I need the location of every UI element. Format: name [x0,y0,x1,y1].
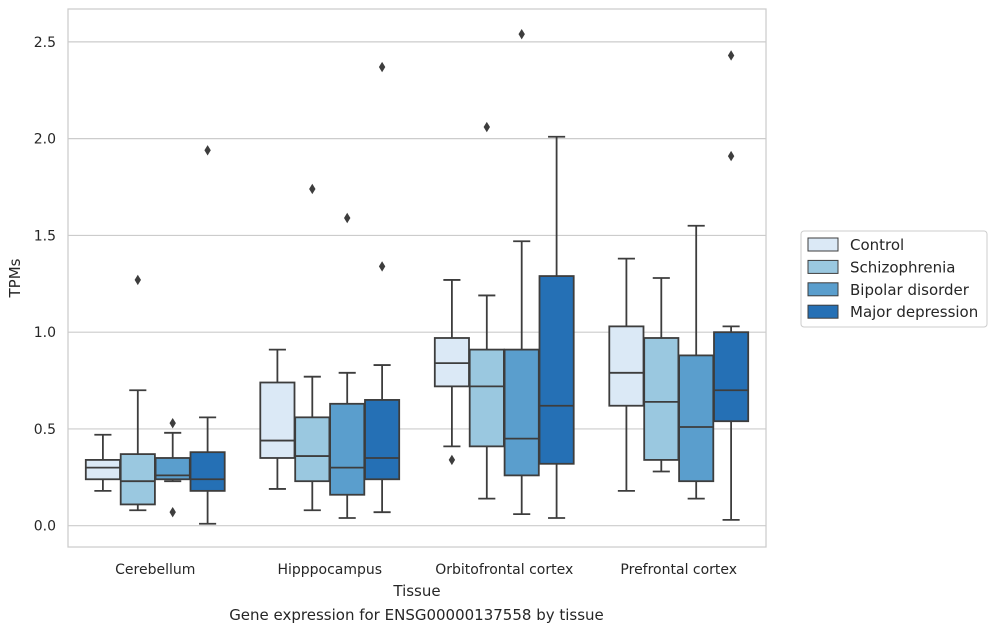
iqr-box [329,402,366,496]
iqr-box [294,416,331,483]
legend-label: Major depression [850,303,978,321]
iqr-box [503,348,540,477]
outlier-point [309,183,316,195]
box-schizophrenia [468,121,505,500]
iqr-box [643,337,680,461]
x-axis-label: Tissue [392,582,440,600]
y-tick-labels: 0.0 0.5 1.0 1.5 2.0 2.5 [34,35,56,535]
x-tick-labels: Cerebellum Hipppocampus Orbitofrontal cort… [115,562,737,578]
y-tick-label: 2.5 [34,35,56,51]
legend-frame [800,230,988,328]
outlier-point [134,274,141,286]
outlier-point [483,121,490,133]
x-tick-label: Cerebellum [115,562,195,578]
outlier-point [448,454,456,466]
iqr-box [189,451,226,492]
legend-label: Control [850,236,904,254]
iqr-box [678,354,715,483]
legend-swatch [807,259,839,274]
box-bipolar-disorder [678,224,715,500]
iqr-box [713,331,750,423]
box-bipolar-disorder [329,212,366,519]
y-tick-label: 1.0 [34,325,56,341]
iqr-box [608,325,645,407]
box-schizophrenia [119,274,156,512]
box-major-depression [538,135,575,519]
box-plot-chart: 0.0 0.5 1.0 1.5 2.0 2.5 Cerebellum Hipppocampu… [6,8,988,600]
box-schizophrenia [643,277,680,473]
iqr-box [364,399,401,481]
legend-label: Schizophrenia [850,258,955,276]
box-control [433,279,470,466]
outlier-point [378,61,386,73]
outlier-point [727,150,735,162]
y-tick-label: 2.0 [34,132,56,148]
box-control [84,433,121,492]
iqr-box [84,459,121,481]
x-tick-label: Orbitofrontal cortex [435,562,573,578]
box-bipolar-disorder [154,417,191,518]
y-axis-label: TPMs [6,258,24,298]
outlier-point [518,28,525,40]
figure-caption: Gene expression for ENSG00000137558 by t… [229,606,604,624]
box-series [84,28,750,525]
x-tick-label: Hipppocampus [277,562,382,578]
box-major-depression [364,61,401,514]
box-major-depression [713,50,750,521]
legend: Control Schizophrenia Bipolar disorder Majo… [800,230,988,328]
box-control [259,348,296,490]
legend-swatch [807,282,839,297]
plot-frame [67,8,767,548]
legend-label: Bipolar disorder [850,281,970,299]
iqr-box [468,348,505,448]
x-tick-label: Prefrontal cortex [620,562,737,578]
outlier-point [204,145,211,156]
iqr-box [433,337,470,388]
box-major-depression [189,145,226,525]
grid-lines [68,41,766,527]
y-tick-label: 0.0 [34,519,56,535]
outlier-point [169,417,176,429]
box-control [608,257,645,492]
box-bipolar-disorder [503,28,540,516]
y-tick-label: 0.5 [34,422,56,438]
y-tick-label: 1.5 [34,228,56,244]
legend-swatch [807,237,839,252]
iqr-box [538,275,575,465]
iqr-box [119,453,156,506]
iqr-box [259,381,296,459]
outlier-point [727,50,735,61]
box-schizophrenia [294,183,331,512]
outlier-point [169,506,176,518]
legend-swatch [807,304,839,319]
outlier-point [344,212,351,224]
outlier-point [378,261,386,272]
